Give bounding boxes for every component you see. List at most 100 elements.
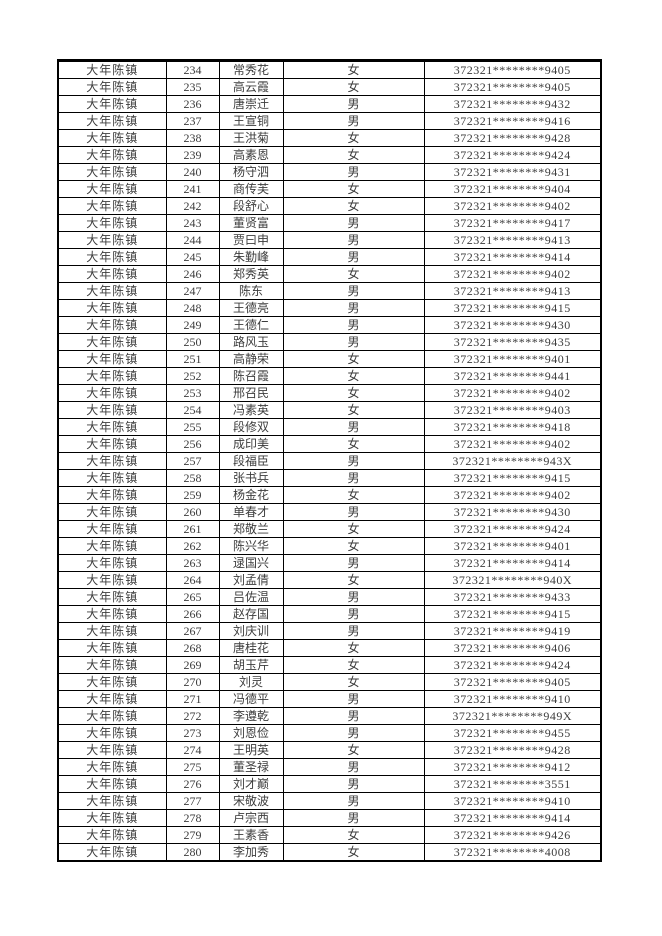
town-cell: 大年陈镇: [57, 503, 167, 521]
name-cell: 李加秀: [218, 843, 284, 862]
gender-cell: 男: [282, 248, 425, 266]
gender-cell: 男: [282, 809, 425, 827]
gender-cell: 男: [282, 95, 425, 113]
town-cell: 大年陈镇: [57, 129, 167, 147]
town-cell: 大年陈镇: [57, 197, 167, 215]
serial-cell: 258: [165, 469, 220, 487]
id-cell: 372321********9431: [423, 163, 602, 181]
id-cell: 372321********9413: [423, 231, 602, 249]
table-row: 大年陈镇 274 王明英女 372321********9428: [57, 741, 602, 759]
gender-cell: 男: [282, 452, 425, 470]
town-cell: 大年陈镇: [57, 673, 167, 691]
name-cell: 贾曰申: [218, 231, 284, 249]
serial-cell: 254: [165, 401, 220, 419]
name-cell: 高素恩: [218, 146, 284, 164]
serial-cell: 234: [165, 60, 220, 79]
town-cell: 大年陈镇: [57, 826, 167, 844]
name-cell: 刘庆训: [218, 622, 284, 640]
serial-cell: 255: [165, 418, 220, 436]
gender-cell: 男: [282, 724, 425, 742]
table-row: 大年陈镇 235 高云霞女 372321********9405: [57, 78, 602, 96]
town-cell: 大年陈镇: [57, 724, 167, 742]
table-row: 大年陈镇 250 路风玉男 372321********9435: [57, 333, 602, 351]
gender-cell: 女: [282, 486, 425, 504]
name-cell: 王明英: [218, 741, 284, 759]
town-cell: 大年陈镇: [57, 707, 167, 725]
table-row: 大年陈镇 265 吕佐温男 372321********9433: [57, 588, 602, 606]
gender-cell: 女: [282, 520, 425, 538]
name-cell: 单春才: [218, 503, 284, 521]
table-row: 大年陈镇 277 宋敬波男 372321********9410: [57, 792, 602, 810]
town-cell: 大年陈镇: [57, 367, 167, 385]
serial-cell: 257: [165, 452, 220, 470]
serial-cell: 271: [165, 690, 220, 708]
id-cell: 372321********9402: [423, 197, 602, 215]
name-cell: 杨守泗: [218, 163, 284, 181]
serial-cell: 274: [165, 741, 220, 759]
town-cell: 大年陈镇: [57, 452, 167, 470]
id-cell: 372321********9415: [423, 469, 602, 487]
name-cell: 常秀花: [218, 60, 284, 79]
gender-cell: 男: [282, 316, 425, 334]
gender-cell: 女: [282, 60, 425, 79]
name-cell: 王素香: [218, 826, 284, 844]
serial-cell: 269: [165, 656, 220, 674]
resident-roster-table: 大年陈镇 234 常秀花女 372321********9405 大年陈镇 235 高云霞女…: [57, 59, 602, 862]
id-cell: 372321********9406: [423, 639, 602, 657]
table-row: 大年陈镇 239 高素恩女 372321********9424: [57, 146, 602, 164]
serial-cell: 246: [165, 265, 220, 283]
table-row: 大年陈镇 280 李加秀女 372321********4008: [57, 843, 602, 862]
serial-cell: 237: [165, 112, 220, 130]
serial-cell: 267: [165, 622, 220, 640]
id-cell: 372321********9402: [423, 435, 602, 453]
gender-cell: 女: [282, 673, 425, 691]
gender-cell: 女: [282, 367, 425, 385]
serial-cell: 252: [165, 367, 220, 385]
gender-cell: 女: [282, 571, 425, 589]
table-row: 大年陈镇 236 唐崇迁男 372321********9432: [57, 95, 602, 113]
name-cell: 李遵乾: [218, 707, 284, 725]
serial-cell: 241: [165, 180, 220, 198]
serial-cell: 244: [165, 231, 220, 249]
id-cell: 372321********9401: [423, 350, 602, 368]
table-row: 大年陈镇 258 张书兵男 372321********9415: [57, 469, 602, 487]
gender-cell: 男: [282, 299, 425, 317]
table-row: 大年陈镇 272 李遵乾男 372321********949X: [57, 707, 602, 725]
table-row: 大年陈镇 251 高静荣女 372321********9401: [57, 350, 602, 368]
gender-cell: 男: [282, 707, 425, 725]
name-cell: 刘恩俭: [218, 724, 284, 742]
id-cell: 372321********9428: [423, 129, 602, 147]
gender-cell: 男: [282, 605, 425, 623]
gender-cell: 男: [282, 588, 425, 606]
table-row: 大年陈镇 275 董圣禄男 372321********9412: [57, 758, 602, 776]
table-row: 大年陈镇 273 刘恩俭男 372321********9455: [57, 724, 602, 742]
town-cell: 大年陈镇: [57, 435, 167, 453]
town-cell: 大年陈镇: [57, 843, 167, 862]
table-row: 大年陈镇 262 陈兴华女 372321********9401: [57, 537, 602, 555]
town-cell: 大年陈镇: [57, 690, 167, 708]
id-cell: 372321********9403: [423, 401, 602, 419]
serial-cell: 242: [165, 197, 220, 215]
serial-cell: 261: [165, 520, 220, 538]
town-cell: 大年陈镇: [57, 520, 167, 538]
table-row: 大年陈镇 270 刘灵女 372321********9405: [57, 673, 602, 691]
gender-cell: 女: [282, 639, 425, 657]
id-cell: 372321********9401: [423, 537, 602, 555]
table-row: 大年陈镇 234 常秀花女 372321********9405: [57, 60, 602, 79]
serial-cell: 279: [165, 826, 220, 844]
gender-cell: 女: [282, 435, 425, 453]
table-row: 大年陈镇 249 王德仁男 372321********9430: [57, 316, 602, 334]
table-row: 大年陈镇 246 郑秀英女 372321********9402: [57, 265, 602, 283]
id-cell: 372321********9405: [423, 78, 602, 96]
name-cell: 朱勤峰: [218, 248, 284, 266]
gender-cell: 男: [282, 418, 425, 436]
name-cell: 逯国兴: [218, 554, 284, 572]
town-cell: 大年陈镇: [57, 265, 167, 283]
town-cell: 大年陈镇: [57, 333, 167, 351]
table-row: 大年陈镇 271 冯德平男 372321********9410: [57, 690, 602, 708]
serial-cell: 263: [165, 554, 220, 572]
serial-cell: 277: [165, 792, 220, 810]
town-cell: 大年陈镇: [57, 180, 167, 198]
name-cell: 刘才巅: [218, 775, 284, 793]
name-cell: 商传芙: [218, 180, 284, 198]
